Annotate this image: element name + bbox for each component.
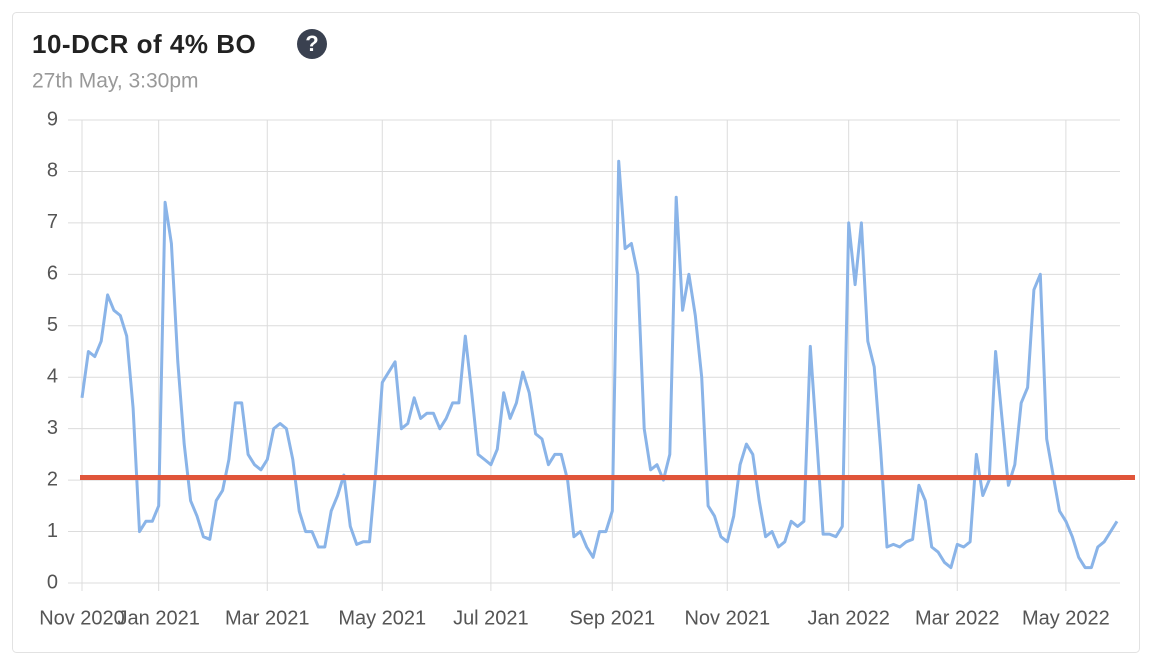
- y-tick-label: 5: [47, 314, 58, 336]
- x-tick-label: May 2022: [1022, 607, 1110, 629]
- x-tick-label: Mar 2022: [915, 607, 1000, 629]
- y-tick-label: 1: [47, 520, 58, 542]
- y-tick-label: 7: [47, 211, 58, 233]
- data-line: [80, 159, 1119, 570]
- y-tick-label: 0: [47, 571, 58, 593]
- y-tick-label: 4: [47, 366, 58, 388]
- x-tick-label: Nov 2021: [684, 607, 770, 629]
- y-tick-label: 8: [47, 160, 58, 182]
- help-icon-bg[interactable]: [297, 29, 327, 59]
- card-border: [12, 12, 1140, 653]
- x-tick-label: Sep 2021: [569, 607, 655, 629]
- help-icon[interactable]: ?: [305, 31, 318, 56]
- chart-title: 10-DCR of 4% BO: [32, 29, 256, 59]
- x-tick-label: Jul 2021: [453, 607, 529, 629]
- y-tick-label: 3: [47, 417, 58, 439]
- y-tick-label: 6: [47, 263, 58, 285]
- y-tick-label: 9: [47, 108, 58, 130]
- x-tick-label: Nov 2020: [39, 607, 125, 629]
- y-tick-label: 2: [47, 468, 58, 490]
- chart-subtitle: 27th May, 3:30pm: [32, 70, 199, 93]
- x-tick-label: Jan 2021: [118, 607, 200, 629]
- x-tick-label: May 2021: [338, 607, 426, 629]
- x-tick-label: Jan 2022: [808, 607, 890, 629]
- x-tick-label: Mar 2021: [225, 607, 310, 629]
